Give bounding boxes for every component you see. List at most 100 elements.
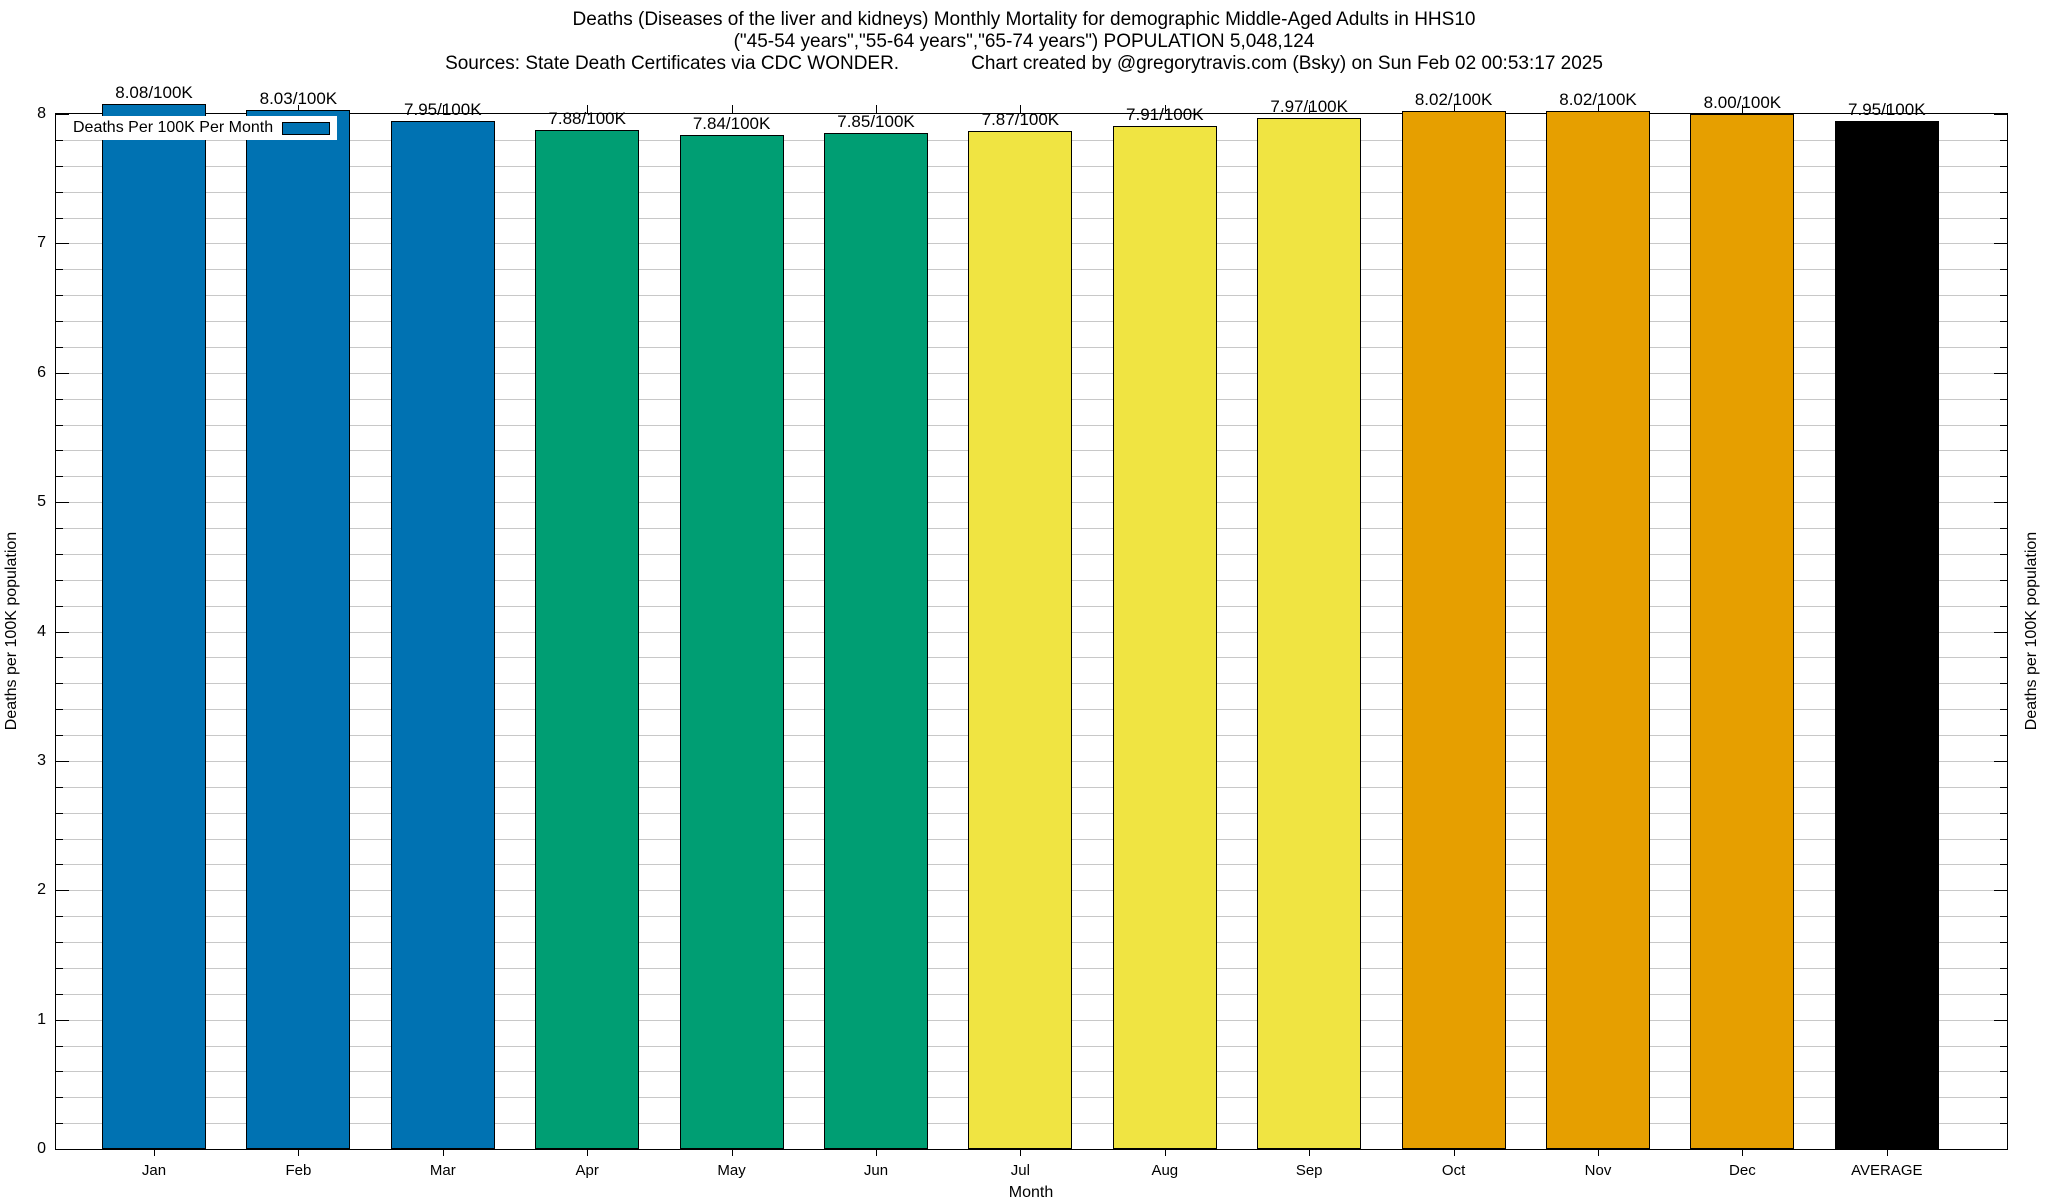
bar-value-label: 7.95/100K <box>1848 99 1926 119</box>
y-tick-left <box>56 114 69 115</box>
bar-value-label: 8.02/100K <box>1559 90 1637 110</box>
y-tick-right <box>2000 942 2007 943</box>
bar <box>1401 111 1506 1149</box>
y-tick-left <box>56 579 63 581</box>
x-tick-bottom <box>1309 1149 1311 1156</box>
y-tick-left <box>56 528 63 529</box>
y-tick-right <box>2000 321 2007 322</box>
bar <box>535 129 640 1149</box>
bar <box>968 130 1073 1149</box>
y-tick-left <box>56 1097 63 1099</box>
y-tick-left <box>56 139 63 141</box>
y-tick-right <box>1994 243 2007 245</box>
y-tick-right <box>2000 295 2007 297</box>
x-tick-top <box>1742 105 1744 114</box>
x-tick-top <box>298 105 300 114</box>
y-tick-right <box>2000 735 2007 736</box>
bar-value-label: 8.03/100K <box>259 89 338 109</box>
y-tick-right <box>2000 579 2007 581</box>
y-tick-right <box>1994 1149 2007 1150</box>
bar-value-label: 7.84/100K <box>692 113 771 133</box>
y-tick-left <box>56 916 63 918</box>
y-tick-right <box>2000 916 2007 918</box>
bar <box>1257 117 1362 1149</box>
y-tick-right <box>2000 424 2007 426</box>
y-tick-right <box>2000 191 2007 193</box>
y-tick-right <box>1994 502 2007 504</box>
y-tick-left <box>56 1045 63 1047</box>
y-tick-left <box>56 295 63 297</box>
y-tick-right <box>2000 709 2007 711</box>
bar-value-label: 7.97/100K <box>1270 96 1348 116</box>
y-tick-left <box>56 553 63 555</box>
x-tick-label: Jun <box>863 1162 889 1179</box>
x-tick-label: Jul <box>1010 1162 1030 1179</box>
y-tick-left <box>56 346 63 348</box>
y-tick-right <box>1994 114 2007 115</box>
y-tick-right <box>2000 1097 2007 1099</box>
y-tick-left <box>56 631 69 633</box>
bar <box>679 134 784 1149</box>
y-tick-right <box>2000 553 2007 555</box>
y-tick-right <box>1994 1019 2007 1021</box>
y-tick-left <box>56 243 69 245</box>
y-tick-label: 2 <box>37 881 46 899</box>
x-tick-bottom <box>1886 1149 1888 1156</box>
x-tick-top <box>1453 105 1455 114</box>
y-tick-right <box>2000 217 2007 219</box>
x-tick-label: Aug <box>1151 1162 1179 1179</box>
y-tick-right <box>2000 165 2007 167</box>
y-tick-label: 1 <box>37 1010 46 1028</box>
x-tick-top <box>1020 105 1022 114</box>
bar-value-label: 8.08/100K <box>115 82 193 102</box>
x-tick-label: Mar <box>429 1162 456 1179</box>
x-tick-label: Dec <box>1729 1162 1756 1179</box>
x-tick-label: Feb <box>285 1162 312 1179</box>
x-tick-bottom <box>154 1149 155 1156</box>
y-tick-left <box>56 217 63 219</box>
x-tick-bottom <box>1164 1149 1166 1156</box>
y-tick-right <box>2000 346 2007 348</box>
bar-value-label: 7.88/100K <box>548 108 626 128</box>
bar <box>1546 111 1650 1149</box>
y-tick-left <box>56 942 63 943</box>
y-tick-right <box>2000 993 2007 995</box>
x-tick-label: May <box>717 1162 746 1179</box>
x-tick-bottom <box>876 1149 877 1156</box>
x-tick-bottom <box>731 1149 733 1156</box>
legend-label: Deaths Per 100K Per Month <box>73 119 274 136</box>
y-tick-label: 6 <box>37 363 46 381</box>
y-tick-left <box>56 709 63 711</box>
x-tick-bottom <box>1453 1149 1455 1156</box>
y-tick-right <box>2000 398 2007 400</box>
y-tick-left <box>56 269 63 271</box>
y-tick-left <box>56 191 63 193</box>
y-tick-left <box>56 450 63 452</box>
bar-value-label: 8.00/100K <box>1703 93 1782 112</box>
plot-area: Deaths Per 100K Per Month 8.08/100K 8.03/… <box>55 83 2008 1156</box>
y-tick-left <box>56 502 69 504</box>
y-tick-left <box>56 735 63 736</box>
x-tick-label: Sep <box>1295 1162 1323 1179</box>
y-tick-left <box>56 165 63 167</box>
x-axis-title: Month <box>1008 1184 1054 1200</box>
y-tick-right <box>2000 1045 2007 1047</box>
legend-box: Deaths Per 100K Per Month <box>66 116 338 140</box>
x-tick-label: Nov <box>1584 1162 1612 1179</box>
x-tick-bottom <box>1742 1149 1744 1156</box>
y-tick-right <box>2000 528 2007 529</box>
bar <box>102 103 206 1149</box>
y-tick-label: 4 <box>37 622 46 640</box>
y-tick-label: 0 <box>37 1140 46 1157</box>
y-tick-left <box>56 657 63 659</box>
y-tick-left <box>56 993 63 995</box>
y-tick-left <box>56 1123 63 1125</box>
y-tick-right <box>2000 450 2007 452</box>
y-tick-left <box>56 605 63 607</box>
x-tick-label: Jan <box>141 1162 167 1179</box>
y-tick-right <box>1994 760 2007 762</box>
bar <box>246 110 351 1149</box>
x-tick-bottom <box>442 1149 444 1156</box>
y-tick-left <box>56 838 63 840</box>
